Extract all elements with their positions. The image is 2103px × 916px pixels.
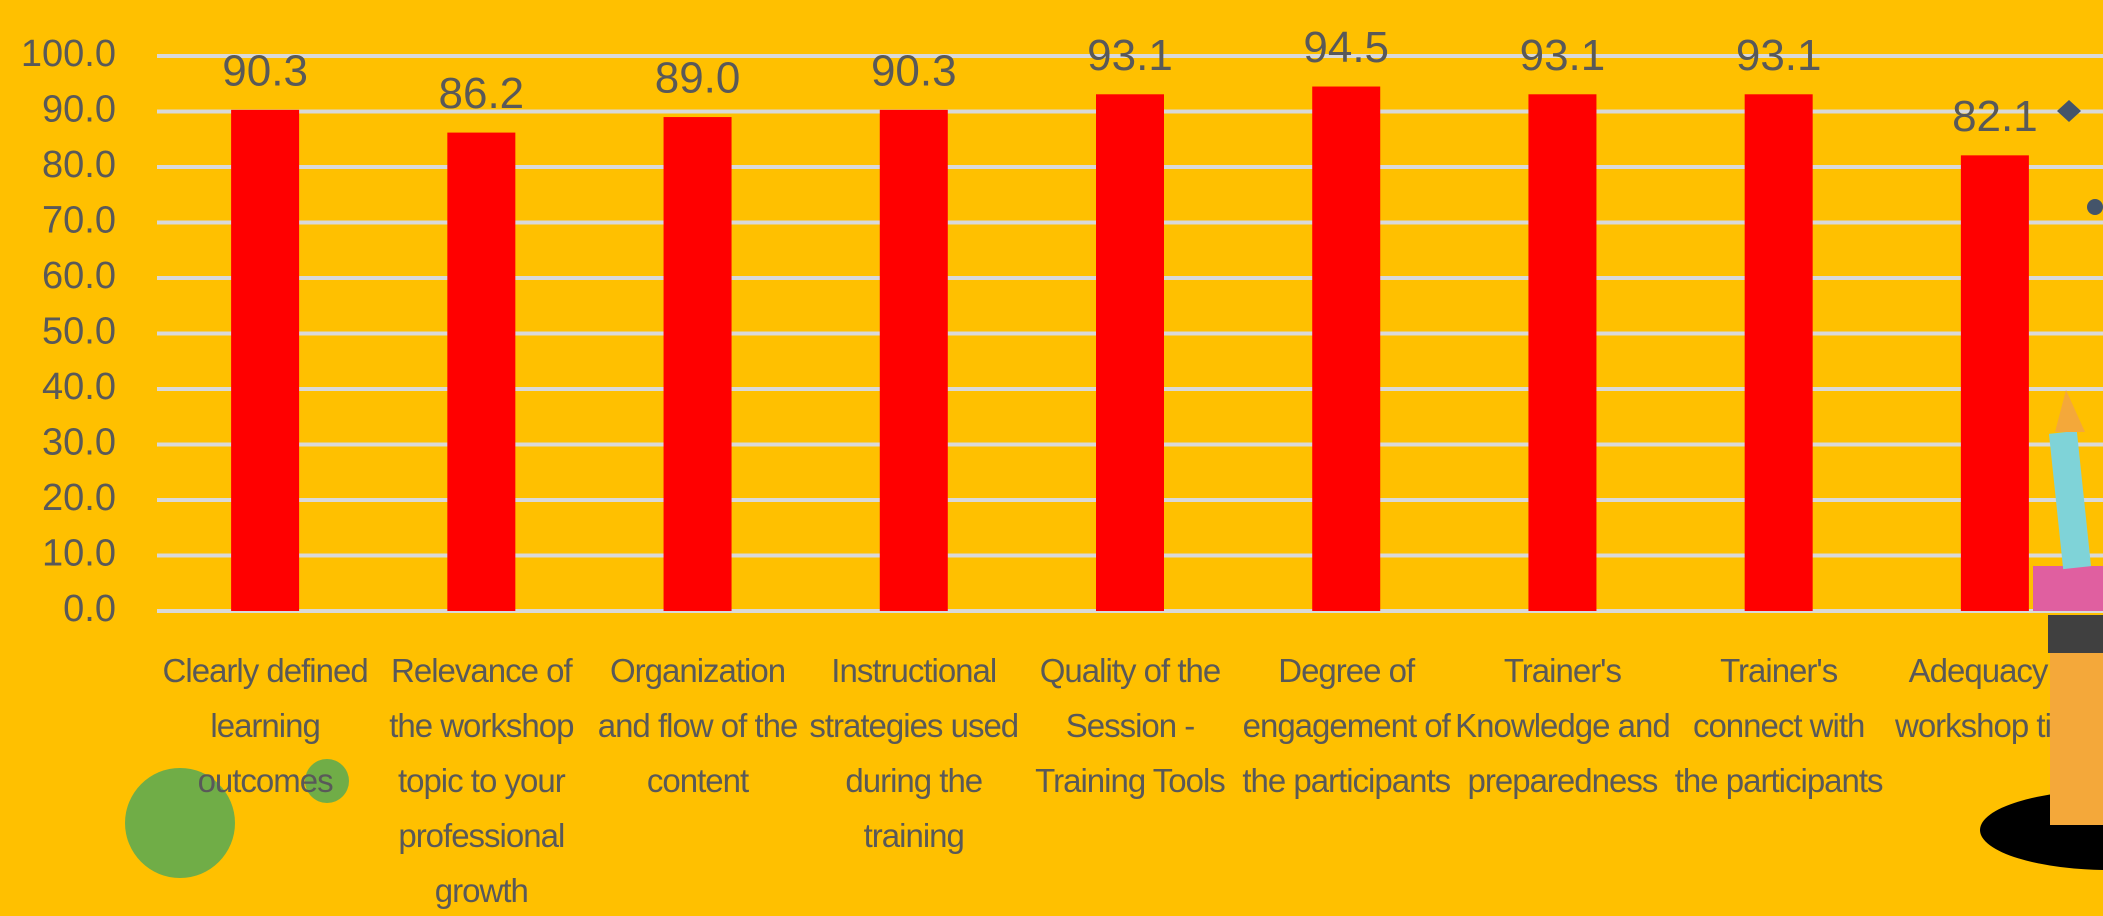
deco-diamond	[2057, 100, 2081, 122]
decoration-overlay	[0, 0, 2103, 916]
deco-pencil-tip	[2055, 390, 2085, 432]
deco-box	[2033, 566, 2103, 611]
deco-band	[2048, 615, 2103, 653]
chart: 0.010.020.030.040.050.060.070.080.090.01…	[0, 0, 2103, 916]
deco-pencil	[2049, 431, 2091, 569]
deco-dot	[2087, 199, 2103, 215]
